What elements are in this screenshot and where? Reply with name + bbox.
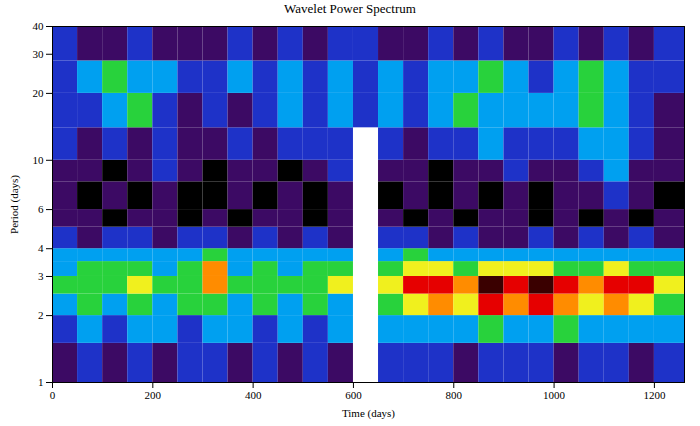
svg-text:10: 10: [33, 154, 45, 166]
svg-text:200: 200: [145, 389, 162, 401]
svg-text:Time (days): Time (days): [342, 407, 395, 420]
svg-text:40: 40: [33, 20, 45, 32]
html-text:Wavelet Power Spectrum: Wavelet Power Spectrum: [284, 1, 416, 16]
svg-text:20: 20: [33, 87, 45, 99]
svg-text:2: 2: [38, 309, 44, 321]
svg-text:400: 400: [245, 389, 262, 401]
svg-text:30: 30: [33, 48, 45, 60]
svg-text:3: 3: [38, 270, 44, 282]
svg-text:1200: 1200: [643, 389, 666, 401]
svg-text:800: 800: [446, 389, 463, 401]
svg-text:1: 1: [38, 376, 44, 388]
svg-text:4: 4: [38, 242, 44, 254]
svg-text:Period (days): Period (days): [8, 175, 21, 234]
svg-text:600: 600: [345, 389, 362, 401]
svg-text:1000: 1000: [543, 389, 566, 401]
svg-text:0: 0: [50, 389, 56, 401]
svg-text:6: 6: [38, 203, 44, 215]
